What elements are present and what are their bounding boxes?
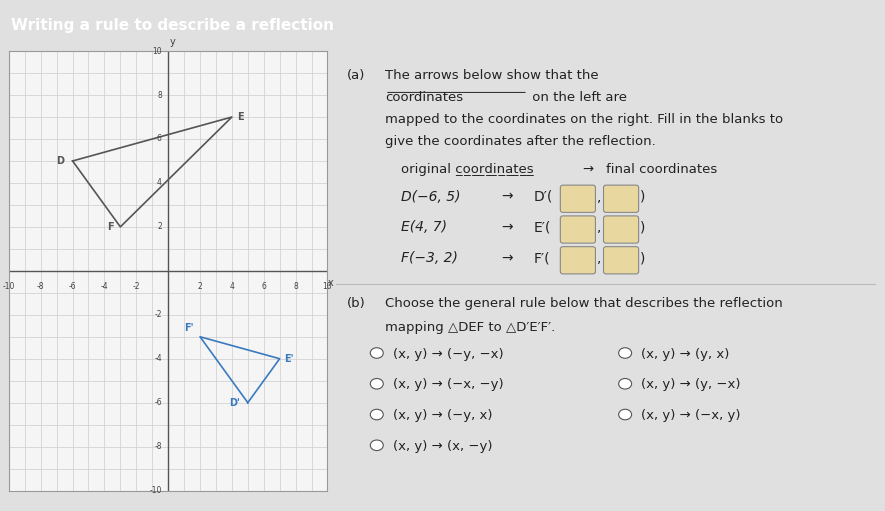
Text: coordinates: coordinates (385, 90, 463, 104)
Text: -6: -6 (154, 398, 162, 407)
Text: -2: -2 (154, 310, 162, 319)
Text: -10: -10 (3, 282, 15, 291)
Text: D': D' (229, 398, 240, 408)
Text: D′(: D′( (534, 190, 553, 203)
Text: -6: -6 (69, 282, 76, 291)
Text: 8: 8 (293, 282, 298, 291)
Text: ,: , (597, 190, 602, 203)
Text: -10: -10 (150, 486, 162, 495)
Text: (x, y) → (−y, x): (x, y) → (−y, x) (393, 409, 492, 422)
Text: E': E' (284, 354, 294, 364)
Circle shape (619, 379, 632, 389)
Text: F(−3, 2): F(−3, 2) (401, 251, 458, 265)
Text: -4: -4 (101, 282, 108, 291)
Text: (x, y) → (y, −x): (x, y) → (y, −x) (642, 379, 741, 391)
Circle shape (370, 379, 383, 389)
Circle shape (619, 347, 632, 358)
Text: D: D (57, 156, 65, 166)
FancyBboxPatch shape (604, 247, 639, 274)
Text: ,: , (597, 220, 602, 234)
Text: →: → (501, 251, 512, 265)
Text: 2: 2 (197, 282, 203, 291)
Text: -8: -8 (154, 442, 162, 451)
Text: F: F (107, 222, 114, 232)
Text: give the coordinates after the reflection.: give the coordinates after the reflectio… (385, 134, 656, 148)
Text: on the left are: on the left are (528, 90, 627, 104)
FancyBboxPatch shape (604, 216, 639, 243)
Text: 6: 6 (157, 134, 162, 144)
Text: 4: 4 (157, 178, 162, 188)
Text: →: → (501, 190, 512, 203)
Text: (x, y) → (−x, y): (x, y) → (−x, y) (642, 409, 741, 422)
Text: 10: 10 (323, 282, 332, 291)
Text: mapping △DEF to △D′E′F′.: mapping △DEF to △D′E′F′. (385, 321, 555, 334)
Text: →: → (582, 163, 593, 176)
Text: E′(: E′( (534, 220, 550, 234)
Text: (x, y) → (−y, −x): (x, y) → (−y, −x) (393, 347, 504, 361)
Text: -4: -4 (154, 354, 162, 363)
Circle shape (370, 440, 383, 451)
Text: 8: 8 (157, 90, 162, 100)
Text: Writing a rule to describe a reflection: Writing a rule to describe a reflection (11, 18, 334, 33)
FancyBboxPatch shape (560, 247, 596, 274)
Text: y: y (170, 36, 176, 47)
Circle shape (370, 347, 383, 358)
FancyBboxPatch shape (560, 185, 596, 213)
Text: 2: 2 (157, 222, 162, 231)
Text: final coordinates: final coordinates (606, 163, 718, 176)
Text: x: x (327, 278, 334, 288)
Circle shape (619, 409, 632, 420)
Text: mapped to the coordinates on the right. Fill in the blanks to: mapped to the coordinates on the right. … (385, 112, 783, 126)
Text: ): ) (640, 220, 646, 234)
Text: E: E (236, 112, 243, 122)
Text: →: → (501, 220, 512, 234)
Text: (a): (a) (347, 68, 366, 82)
Text: F': F' (184, 323, 194, 333)
Circle shape (370, 409, 383, 420)
Text: 10: 10 (152, 47, 162, 56)
Text: (x, y) → (−x, −y): (x, y) → (−x, −y) (393, 379, 504, 391)
Text: E(4, 7): E(4, 7) (401, 220, 447, 234)
Text: -2: -2 (133, 282, 140, 291)
Text: ): ) (640, 190, 646, 203)
Text: 4: 4 (229, 282, 235, 291)
FancyBboxPatch shape (560, 216, 596, 243)
Text: original c̲o̲o̲r̲d̲i̲n̲a̲t̲e̲s̲: original c̲o̲o̲r̲d̲i̲n̲a̲t̲e̲s̲ (401, 163, 534, 176)
Text: ,: , (597, 251, 602, 265)
Text: -8: -8 (37, 282, 44, 291)
Text: ): ) (640, 251, 646, 265)
FancyBboxPatch shape (604, 185, 639, 213)
Text: Choose the general rule below that describes the reflection: Choose the general rule below that descr… (385, 297, 782, 310)
Text: (b): (b) (347, 297, 366, 310)
Text: The arrows below show that the: The arrows below show that the (385, 68, 598, 82)
Text: (x, y) → (x, −y): (x, y) → (x, −y) (393, 440, 492, 453)
Text: 6: 6 (261, 282, 266, 291)
Text: (x, y) → (y, x): (x, y) → (y, x) (642, 347, 730, 361)
Text: F′(: F′( (534, 251, 550, 265)
Text: D(−6, 5): D(−6, 5) (401, 190, 460, 203)
